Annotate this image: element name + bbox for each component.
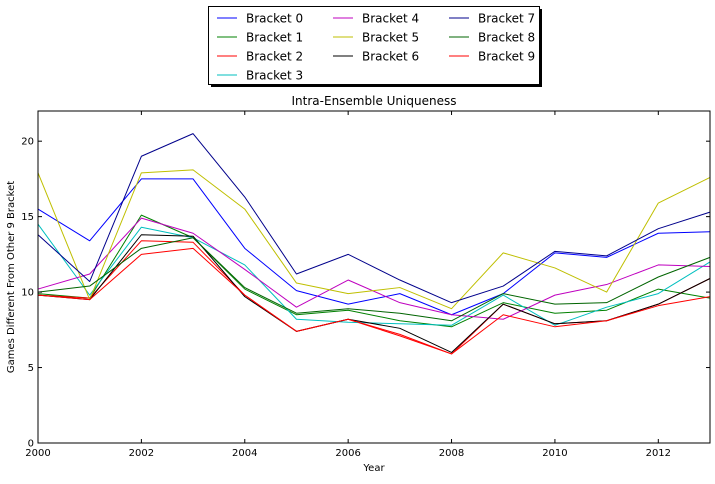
- legend-box: [208, 6, 540, 85]
- y-tick-label: 20: [21, 137, 34, 148]
- series-line-bracket-5: [37, 169, 711, 310]
- x-axis-label: Year: [362, 463, 385, 474]
- legend-label-bracket-3: Bracket 3: [246, 69, 303, 83]
- x-tick-label: 2002: [129, 448, 154, 459]
- legend-label-bracket-4: Bracket 4: [362, 12, 419, 26]
- x-axis: 2000 2002 2004 2006 2008 2010 2012: [25, 111, 671, 459]
- x-tick-label: 2010: [542, 448, 567, 459]
- series-line-bracket-2: [37, 240, 711, 355]
- series-line-bracket-6: [37, 234, 711, 353]
- x-tick-label: 2012: [646, 448, 671, 459]
- series-line-bracket-8: [37, 237, 711, 322]
- series-lines: [37, 133, 711, 355]
- legend-label-bracket-8: Bracket 8: [478, 31, 535, 45]
- legend-label-bracket-7: Bracket 7: [478, 12, 535, 26]
- y-axis-label: Games Different From Other 9 Bracket: [6, 181, 17, 373]
- y-axis: 0 5 10 15 20: [21, 137, 710, 450]
- series-line-bracket-7: [37, 133, 711, 304]
- x-tick-label: 2006: [335, 448, 360, 459]
- plot-frame: [37, 110, 711, 444]
- legend-label-bracket-2: Bracket 2: [246, 50, 303, 64]
- y-tick-label: 0: [28, 439, 34, 450]
- legend-label-bracket-0: Bracket 0: [246, 12, 303, 26]
- series-line-bracket-3: [37, 223, 711, 326]
- series-line-bracket-4: [37, 217, 711, 320]
- series-line-bracket-0: [37, 178, 711, 316]
- series-line-bracket-1: [37, 214, 711, 328]
- y-tick-label: 15: [21, 212, 34, 223]
- legend-label-bracket-5: Bracket 5: [362, 31, 419, 45]
- chart-title: Intra-Ensemble Uniqueness: [292, 94, 457, 108]
- legend-label-bracket-6: Bracket 6: [362, 50, 419, 64]
- x-tick-label: 2000: [25, 448, 50, 459]
- series-line-bracket-9: [37, 247, 711, 355]
- x-tick-label: 2004: [232, 448, 257, 459]
- x-tick-label: 2008: [439, 448, 464, 459]
- y-tick-label: 5: [28, 363, 34, 374]
- y-tick-label: 10: [21, 288, 34, 299]
- legend: Bracket 0 Bracket 1 Bracket 2 Bracket 3 Brac…: [208, 6, 542, 87]
- legend-label-bracket-1: Bracket 1: [246, 31, 303, 45]
- legend-label-bracket-9: Bracket 9: [478, 50, 535, 64]
